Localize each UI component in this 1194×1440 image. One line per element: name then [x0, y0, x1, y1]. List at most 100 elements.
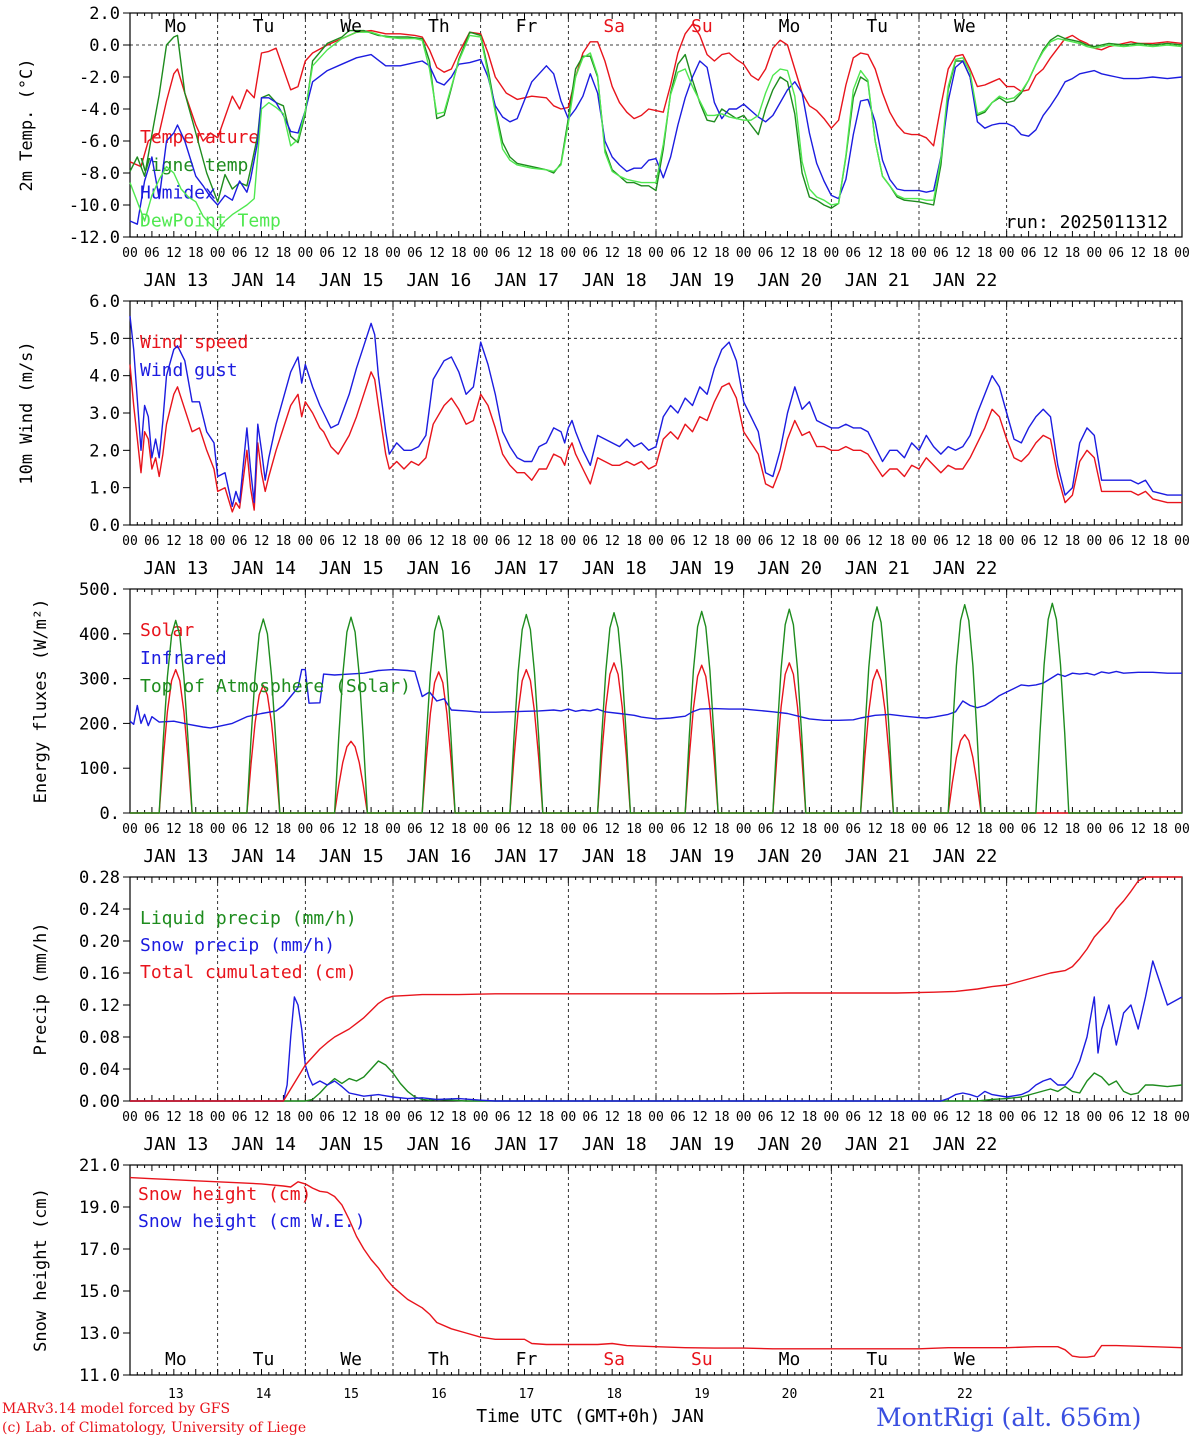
- x-hour-tick-label: 06: [670, 1110, 686, 1125]
- location-label: MontRigi (alt. 656m): [876, 1403, 1142, 1432]
- x-hour-tick-label: 12: [867, 534, 883, 549]
- x-hour-tick-label: 18: [451, 246, 467, 261]
- x-hour-tick-label: 06: [232, 534, 248, 549]
- x-date-label: JAN 15: [319, 1134, 384, 1155]
- x-date-label: JAN 19: [669, 558, 734, 579]
- x-hour-tick-label: 00: [736, 822, 752, 837]
- x-hour-tick-label: 00: [999, 246, 1015, 261]
- model-credit-line1: MARv3.14 model forced by GFS: [2, 1401, 231, 1417]
- x-hour-tick-label: 00: [473, 1110, 489, 1125]
- series-line-wind-gust: [129, 315, 1182, 507]
- x-hour-tick-label: 12: [254, 534, 270, 549]
- x-hour-tick-label: 06: [407, 1110, 423, 1125]
- x-hour-tick-label: 06: [1108, 246, 1124, 261]
- x-date-label: JAN 13: [143, 558, 208, 579]
- x-hour-tick-label: 12: [692, 246, 708, 261]
- x-hour-tick-label: 00: [1174, 822, 1190, 837]
- x-date-label: JAN 19: [669, 270, 734, 291]
- x-date-label: JAN 17: [494, 1134, 559, 1155]
- x-date-label: JAN 22: [932, 846, 997, 867]
- x-hour-tick-label: 06: [933, 246, 949, 261]
- x-hour-tick-label: 12: [955, 534, 971, 549]
- weekday-label: Th: [428, 1349, 450, 1370]
- series-line-infrared: [129, 668, 1182, 729]
- x-hour-tick-label: 00: [824, 822, 840, 837]
- x-hour-tick-label: 18: [363, 246, 379, 261]
- x-hour-tick-label: 18: [889, 246, 905, 261]
- x-hour-tick-label: 06: [1021, 534, 1037, 549]
- x-date-label: JAN 19: [669, 1134, 734, 1155]
- x-hour-tick-label: 00: [824, 1110, 840, 1125]
- y-tick-label: -8.0: [79, 164, 120, 184]
- x-date-label: JAN 14: [231, 846, 296, 867]
- x-hour-tick-label: 00: [385, 246, 401, 261]
- x-hour-tick-label: 06: [1021, 246, 1037, 261]
- x-hour-tick-label: 18: [363, 534, 379, 549]
- x-hour-tick-label: 06: [407, 534, 423, 549]
- y-tick-label: 0.28: [79, 868, 120, 888]
- x-hour-tick-label: 00: [911, 1110, 927, 1125]
- y-tick-label: 19.0: [79, 1198, 120, 1218]
- x-hour-tick-label: 18: [363, 822, 379, 837]
- x-hour-tick-label: 00: [210, 1110, 226, 1125]
- x-hour-tick-label: 18: [802, 1110, 818, 1125]
- x-hour-tick-label: 06: [933, 822, 949, 837]
- legend-entry: Top of Atmosphere (Solar): [140, 676, 411, 697]
- x-hour-tick-label: 00: [648, 822, 664, 837]
- x-hour-tick-label: 00: [1087, 246, 1103, 261]
- x-hour-tick-label: 00: [473, 822, 489, 837]
- x-hour-tick-label: 00: [298, 246, 314, 261]
- weekday-label: Su: [691, 16, 713, 37]
- x-day-number-label: 20: [782, 1387, 798, 1402]
- x-hour-tick-label: 06: [582, 246, 598, 261]
- y-tick-label: 100.: [79, 759, 120, 779]
- x-hour-tick-label: 06: [319, 534, 335, 549]
- x-hour-tick-label: 18: [276, 534, 292, 549]
- x-hour-tick-label: 00: [648, 534, 664, 549]
- weekday-label: We: [954, 1349, 976, 1370]
- x-hour-tick-label: 18: [977, 246, 993, 261]
- x-date-label: JAN 16: [406, 558, 471, 579]
- x-hour-tick-label: 00: [210, 534, 226, 549]
- x-hour-tick-label: 18: [451, 822, 467, 837]
- x-hour-tick-label: 00: [911, 534, 927, 549]
- x-hour-tick-label: 06: [319, 1110, 335, 1125]
- x-hour-tick-label: 12: [604, 534, 620, 549]
- y-axis-label: Energy fluxes (W/m²): [31, 599, 51, 804]
- weekday-label: Fr: [516, 1349, 538, 1370]
- x-hour-tick-label: 18: [1065, 246, 1081, 261]
- y-tick-label: 0.00: [79, 1092, 120, 1112]
- x-hour-tick-label: 00: [1087, 534, 1103, 549]
- legend-entry: Wind gust: [140, 360, 238, 381]
- weekday-label: Tu: [253, 16, 275, 37]
- x-hour-tick-label: 12: [341, 246, 357, 261]
- model-credit: MARv3.14 model forced by GFS (c) Lab. of…: [2, 1400, 306, 1438]
- x-hour-tick-label: 06: [845, 822, 861, 837]
- x-hour-tick-label: 18: [276, 822, 292, 837]
- x-hour-tick-label: 06: [845, 1110, 861, 1125]
- chart-panel-1: 2.0 0.0 -2.0 -4.0 -6.0 -8.0 -10.0 -12.0 2m Temp.…: [17, 4, 1190, 291]
- x-hour-tick-label: 12: [517, 534, 533, 549]
- y-tick-label: -10.0: [69, 196, 120, 216]
- x-hour-tick-label: 12: [780, 1110, 796, 1125]
- x-hour-tick-label: 06: [495, 534, 511, 549]
- y-tick-label: 2.0: [89, 441, 120, 461]
- x-date-label: JAN 19: [669, 846, 734, 867]
- legend-entry: Vigne temp: [140, 155, 248, 176]
- x-date-label: JAN 20: [757, 846, 822, 867]
- x-date-label: JAN 22: [932, 270, 997, 291]
- x-hour-tick-label: 18: [977, 1110, 993, 1125]
- x-hour-tick-label: 06: [407, 246, 423, 261]
- x-hour-tick-label: 00: [210, 246, 226, 261]
- y-tick-label: 11.0: [79, 1366, 120, 1386]
- x-hour-tick-label: 00: [298, 822, 314, 837]
- x-hour-tick-label: 12: [780, 246, 796, 261]
- y-tick-label: -4.0: [79, 100, 120, 120]
- x-date-label: JAN 20: [757, 558, 822, 579]
- x-hour-tick-label: 00: [999, 822, 1015, 837]
- x-hour-tick-label: 00: [736, 1110, 752, 1125]
- x-date-label: JAN 18: [582, 558, 647, 579]
- x-hour-tick-label: 06: [232, 822, 248, 837]
